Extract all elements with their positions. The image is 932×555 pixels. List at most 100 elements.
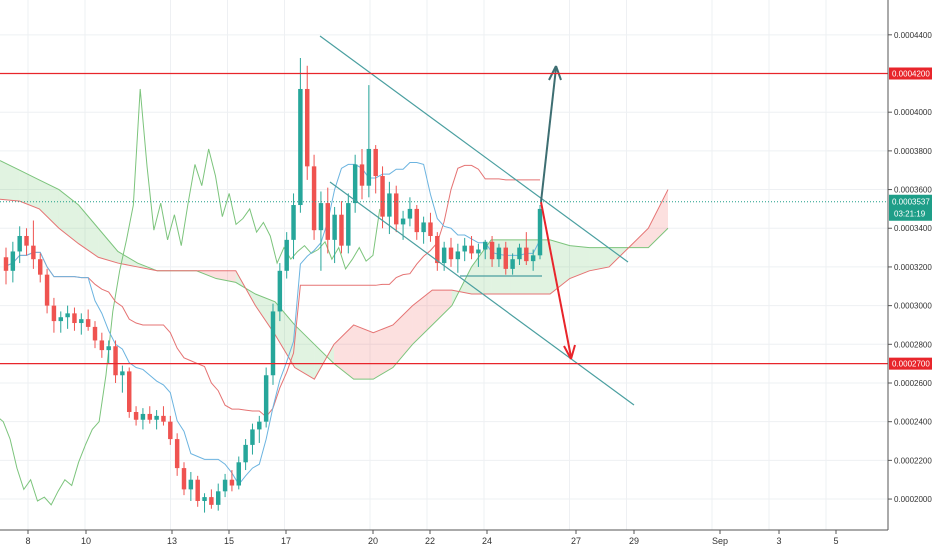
candle[interactable]: [298, 88, 303, 206]
candle[interactable]: [243, 444, 248, 463]
candle[interactable]: [85, 319, 91, 327]
candle[interactable]: [496, 247, 502, 260]
candle[interactable]: [318, 203, 324, 231]
candle[interactable]: [483, 241, 488, 250]
candle[interactable]: [352, 164, 358, 204]
candle[interactable]: [530, 255, 536, 262]
candle[interactable]: [120, 371, 125, 376]
candle[interactable]: [140, 413, 146, 420]
y-tick-label: 0.0003600: [894, 186, 932, 195]
candle[interactable]: [161, 415, 166, 422]
candle[interactable]: [517, 247, 522, 260]
countdown-label: 03:21:19: [894, 210, 926, 219]
candle[interactable]: [154, 415, 159, 420]
cloud-segment: [58, 189, 79, 244]
candle[interactable]: [38, 259, 43, 275]
candle[interactable]: [284, 239, 289, 271]
candle[interactable]: [202, 497, 207, 501]
candle[interactable]: [435, 235, 440, 264]
candle[interactable]: [72, 313, 77, 324]
candle[interactable]: [99, 340, 105, 351]
y-tick-label: 0.0002400: [894, 418, 932, 427]
candle[interactable]: [181, 468, 187, 490]
candle[interactable]: [133, 412, 139, 420]
candle[interactable]: [127, 371, 132, 413]
candle[interactable]: [17, 235, 22, 252]
candle[interactable]: [380, 176, 385, 217]
candle[interactable]: [462, 245, 467, 252]
candle[interactable]: [441, 247, 447, 264]
candle[interactable]: [3, 257, 9, 271]
candle[interactable]: [10, 251, 16, 271]
candle[interactable]: [394, 193, 399, 225]
candle[interactable]: [469, 245, 474, 254]
candle[interactable]: [174, 439, 180, 469]
support-price-label: 0.0002700: [892, 360, 930, 369]
candle[interactable]: [407, 208, 413, 219]
candles[interactable]: [3, 58, 543, 513]
x-tick-label: 15: [224, 536, 234, 546]
candle[interactable]: [168, 421, 173, 440]
candle[interactable]: [448, 247, 454, 260]
candle[interactable]: [414, 208, 419, 233]
candle[interactable]: [195, 479, 200, 501]
candle[interactable]: [216, 491, 221, 505]
candle[interactable]: [263, 375, 269, 422]
candle[interactable]: [332, 214, 337, 240]
candle[interactable]: [44, 274, 50, 306]
conversion-line: [5, 161, 541, 486]
candle[interactable]: [400, 218, 406, 225]
candle[interactable]: [209, 497, 214, 505]
cloud-segment: [334, 324, 354, 380]
cloud-segment: [412, 290, 433, 345]
candle[interactable]: [257, 421, 262, 430]
candle[interactable]: [359, 164, 365, 186]
candle[interactable]: [428, 222, 433, 236]
candle[interactable]: [236, 462, 241, 486]
candle[interactable]: [113, 346, 118, 376]
candle[interactable]: [305, 88, 310, 167]
candle[interactable]: [188, 479, 194, 490]
candle[interactable]: [524, 247, 529, 262]
candle[interactable]: [387, 193, 392, 217]
candle[interactable]: [325, 203, 330, 240]
ichimoku-cloud: [0, 160, 669, 380]
candle[interactable]: [455, 251, 461, 260]
candle[interactable]: [58, 317, 63, 322]
candle[interactable]: [270, 311, 276, 376]
candle[interactable]: [24, 235, 29, 246]
candle[interactable]: [537, 208, 543, 256]
current-price-label: 0.0003537: [892, 198, 930, 207]
candle[interactable]: [311, 166, 317, 231]
cloud-segment: [648, 189, 668, 248]
candle[interactable]: [92, 326, 98, 341]
candle[interactable]: [366, 148, 372, 186]
candle[interactable]: [291, 205, 296, 240]
cloud-segment: [39, 179, 59, 229]
candle[interactable]: [503, 247, 508, 269]
cloud-segment: [294, 324, 315, 380]
cloud-segment: [432, 290, 452, 325]
candle[interactable]: [79, 319, 84, 324]
price-labels: 0.0004200 0.0002700 0.0003537 03:21:19: [889, 67, 932, 370]
candle[interactable]: [510, 259, 515, 269]
candle[interactable]: [65, 313, 70, 318]
x-tick-label: 24: [482, 536, 492, 546]
candle[interactable]: [489, 241, 495, 260]
candle[interactable]: [421, 222, 426, 233]
x-tick-label: 3: [776, 536, 781, 546]
candle[interactable]: [373, 148, 378, 177]
candle[interactable]: [339, 214, 344, 246]
candle[interactable]: [346, 203, 351, 246]
candle[interactable]: [229, 479, 235, 486]
candle[interactable]: [147, 413, 152, 420]
candle[interactable]: [277, 270, 283, 312]
candle[interactable]: [31, 245, 36, 260]
candle[interactable]: [106, 346, 111, 351]
candle[interactable]: [51, 305, 57, 322]
candle[interactable]: [476, 249, 481, 254]
candle[interactable]: [250, 429, 255, 445]
candle[interactable]: [222, 479, 228, 492]
